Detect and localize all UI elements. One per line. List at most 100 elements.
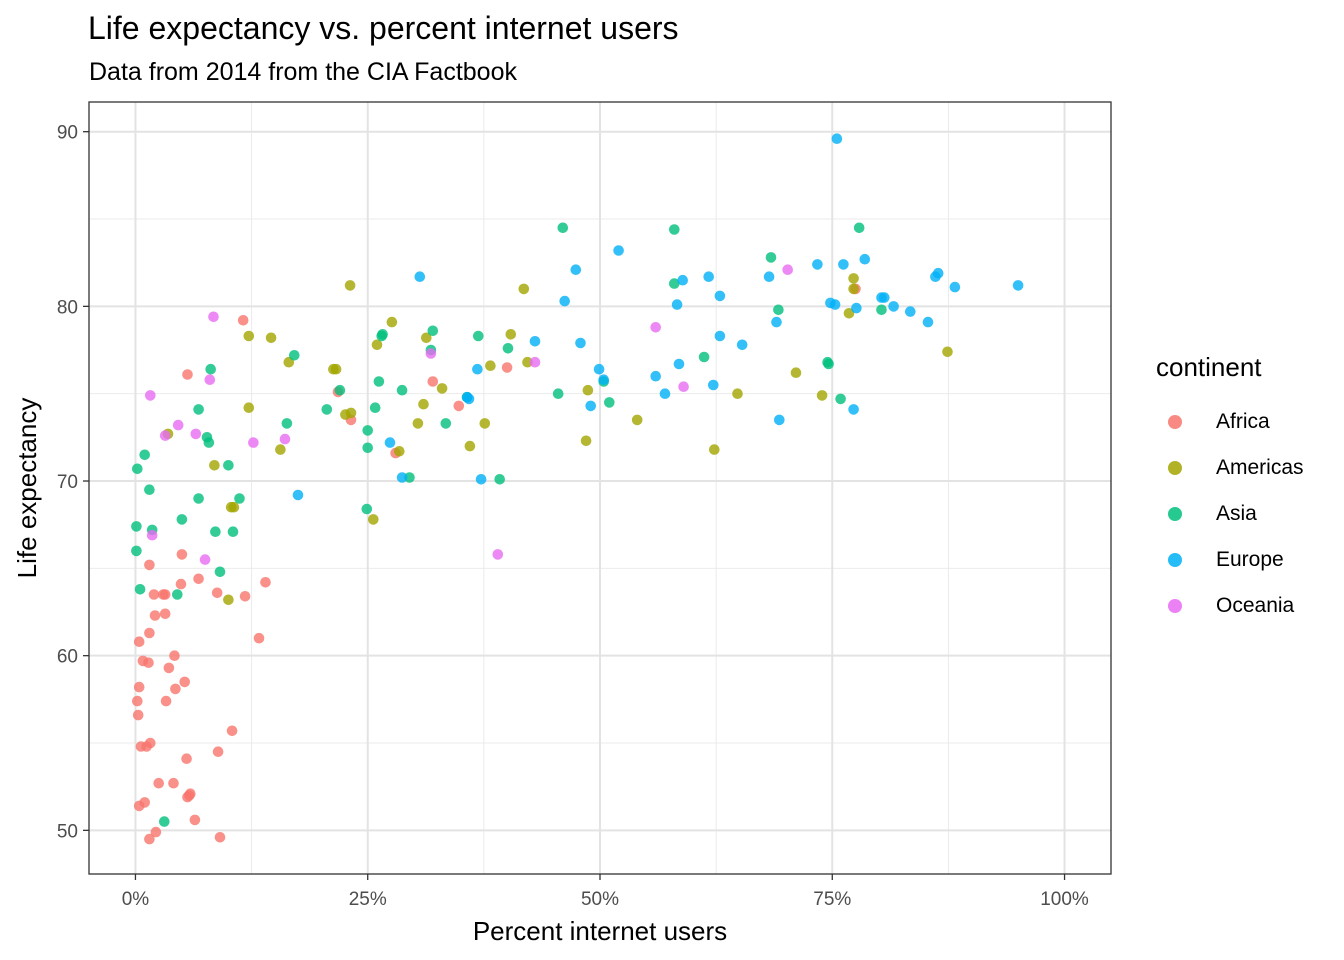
data-point-europe bbox=[559, 295, 570, 307]
data-point-asia bbox=[131, 521, 142, 532]
data-point-europe bbox=[703, 271, 714, 283]
data-point-asia bbox=[373, 376, 385, 387]
data-point-asia bbox=[362, 442, 374, 454]
data-point-americas bbox=[843, 308, 855, 319]
data-point-europe bbox=[851, 302, 862, 314]
data-point-americas bbox=[505, 329, 517, 340]
data-point-africa bbox=[169, 650, 180, 661]
data-point-asia bbox=[361, 503, 373, 515]
data-point-asia bbox=[404, 472, 415, 483]
data-point-oceania bbox=[172, 419, 184, 431]
legend: Africa Americas Asia Europe Oceania bbox=[1168, 399, 1304, 629]
data-point-asia bbox=[334, 384, 346, 396]
data-point-asia bbox=[362, 425, 374, 436]
data-point-europe bbox=[774, 414, 785, 426]
data-point-americas bbox=[732, 388, 743, 400]
data-point-americas bbox=[345, 407, 357, 419]
data-point-europe bbox=[659, 388, 671, 400]
data-point-asia bbox=[134, 584, 146, 595]
data-point-americas bbox=[243, 330, 255, 342]
legend-item-europe: Europe bbox=[1168, 537, 1304, 583]
data-point-americas bbox=[330, 363, 342, 375]
y-axis-ticks: 50 60 70 80 90 bbox=[57, 123, 89, 842]
data-point-africa bbox=[260, 577, 271, 588]
legend-key-icon bbox=[1168, 599, 1182, 613]
legend-item-oceania: Oceania bbox=[1168, 583, 1304, 629]
data-point-africa bbox=[160, 695, 172, 707]
data-point-oceania bbox=[425, 348, 437, 359]
y-tick-label: 70 bbox=[57, 472, 78, 493]
data-point-africa bbox=[185, 788, 196, 799]
data-point-asia bbox=[172, 589, 183, 600]
legend-item-americas: Americas bbox=[1168, 445, 1304, 491]
data-point-americas bbox=[421, 332, 432, 344]
y-tick-label: 50 bbox=[57, 821, 78, 842]
data-point-asia bbox=[139, 449, 150, 461]
data-point-asia bbox=[396, 384, 408, 396]
data-point-americas bbox=[790, 367, 802, 379]
data-point-americas bbox=[848, 273, 859, 284]
data-point-africa bbox=[163, 662, 175, 674]
legend-title: continent bbox=[1156, 352, 1262, 382]
data-point-oceania bbox=[204, 374, 216, 386]
data-point-europe bbox=[763, 271, 775, 283]
x-tick-label: 100% bbox=[1040, 889, 1089, 910]
data-point-americas bbox=[518, 283, 530, 295]
data-point-europe bbox=[736, 339, 748, 351]
data-point-americas bbox=[485, 360, 496, 372]
data-point-oceania bbox=[190, 428, 202, 440]
data-point-africa bbox=[144, 559, 155, 571]
data-point-oceania bbox=[529, 356, 541, 368]
data-point-africa bbox=[133, 681, 145, 693]
data-point-asia bbox=[765, 252, 777, 263]
data-point-africa bbox=[132, 709, 144, 721]
data-point-europe bbox=[475, 474, 487, 485]
data-point-africa bbox=[148, 589, 160, 600]
data-point-europe bbox=[859, 253, 871, 265]
data-point-africa bbox=[145, 737, 156, 749]
data-point-africa bbox=[176, 549, 188, 560]
data-point-oceania bbox=[650, 322, 661, 333]
data-point-asia bbox=[214, 566, 226, 578]
data-point-asia bbox=[132, 463, 143, 475]
data-point-asia bbox=[876, 304, 887, 316]
data-point-europe bbox=[529, 336, 541, 347]
data-point-asia bbox=[369, 402, 381, 414]
data-point-asia bbox=[193, 404, 204, 415]
legend-key-icon bbox=[1168, 553, 1182, 567]
data-point-africa bbox=[132, 695, 143, 707]
legend-key-icon bbox=[1168, 461, 1182, 475]
data-point-americas bbox=[942, 346, 953, 358]
legend-label: Americas bbox=[1216, 456, 1304, 479]
data-point-asia bbox=[321, 404, 333, 415]
data-point-europe bbox=[879, 292, 890, 303]
data-point-asia bbox=[223, 460, 234, 471]
legend-label: Oceania bbox=[1216, 594, 1295, 617]
data-point-asia bbox=[377, 329, 388, 340]
data-point-europe bbox=[831, 133, 843, 144]
data-point-europe bbox=[463, 393, 475, 405]
data-point-europe bbox=[677, 274, 688, 286]
data-point-europe bbox=[575, 337, 586, 349]
data-point-europe bbox=[812, 259, 823, 270]
data-point-europe bbox=[673, 358, 685, 370]
data-point-oceania bbox=[145, 390, 156, 401]
x-axis-title: Percent internet users bbox=[473, 916, 727, 946]
data-point-asia bbox=[176, 514, 188, 525]
data-point-europe bbox=[708, 379, 719, 391]
data-point-africa bbox=[427, 376, 439, 387]
data-point-asia bbox=[159, 816, 170, 827]
data-point-europe bbox=[829, 299, 841, 310]
data-point-asia bbox=[281, 418, 293, 429]
data-point-europe bbox=[292, 489, 304, 501]
data-point-americas bbox=[371, 339, 383, 351]
data-point-europe bbox=[613, 245, 624, 256]
data-point-americas bbox=[344, 280, 356, 291]
data-point-africa bbox=[133, 636, 145, 647]
data-point-europe bbox=[714, 290, 726, 302]
data-point-africa bbox=[226, 725, 238, 737]
data-point-africa bbox=[212, 746, 224, 757]
legend-key-icon bbox=[1168, 415, 1182, 429]
data-point-europe bbox=[1012, 280, 1024, 291]
